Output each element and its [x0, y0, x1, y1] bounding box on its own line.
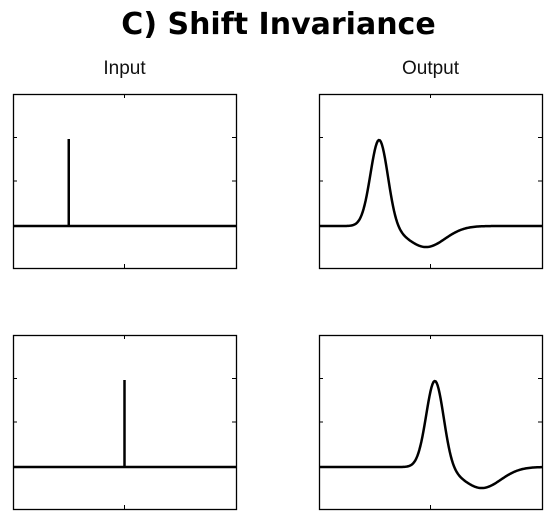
figure-title: C) Shift Invariance [121, 7, 436, 42]
row-1-input-frame [12, 93, 238, 270]
row-2-output-response-curve [318, 379, 543, 490]
input-column-label: Input [103, 58, 146, 79]
row-1-output-response-curve [318, 138, 543, 249]
row-1-output-frame [318, 93, 544, 270]
output-column-label: Output [401, 58, 460, 79]
row-2-output-frame [318, 334, 544, 511]
